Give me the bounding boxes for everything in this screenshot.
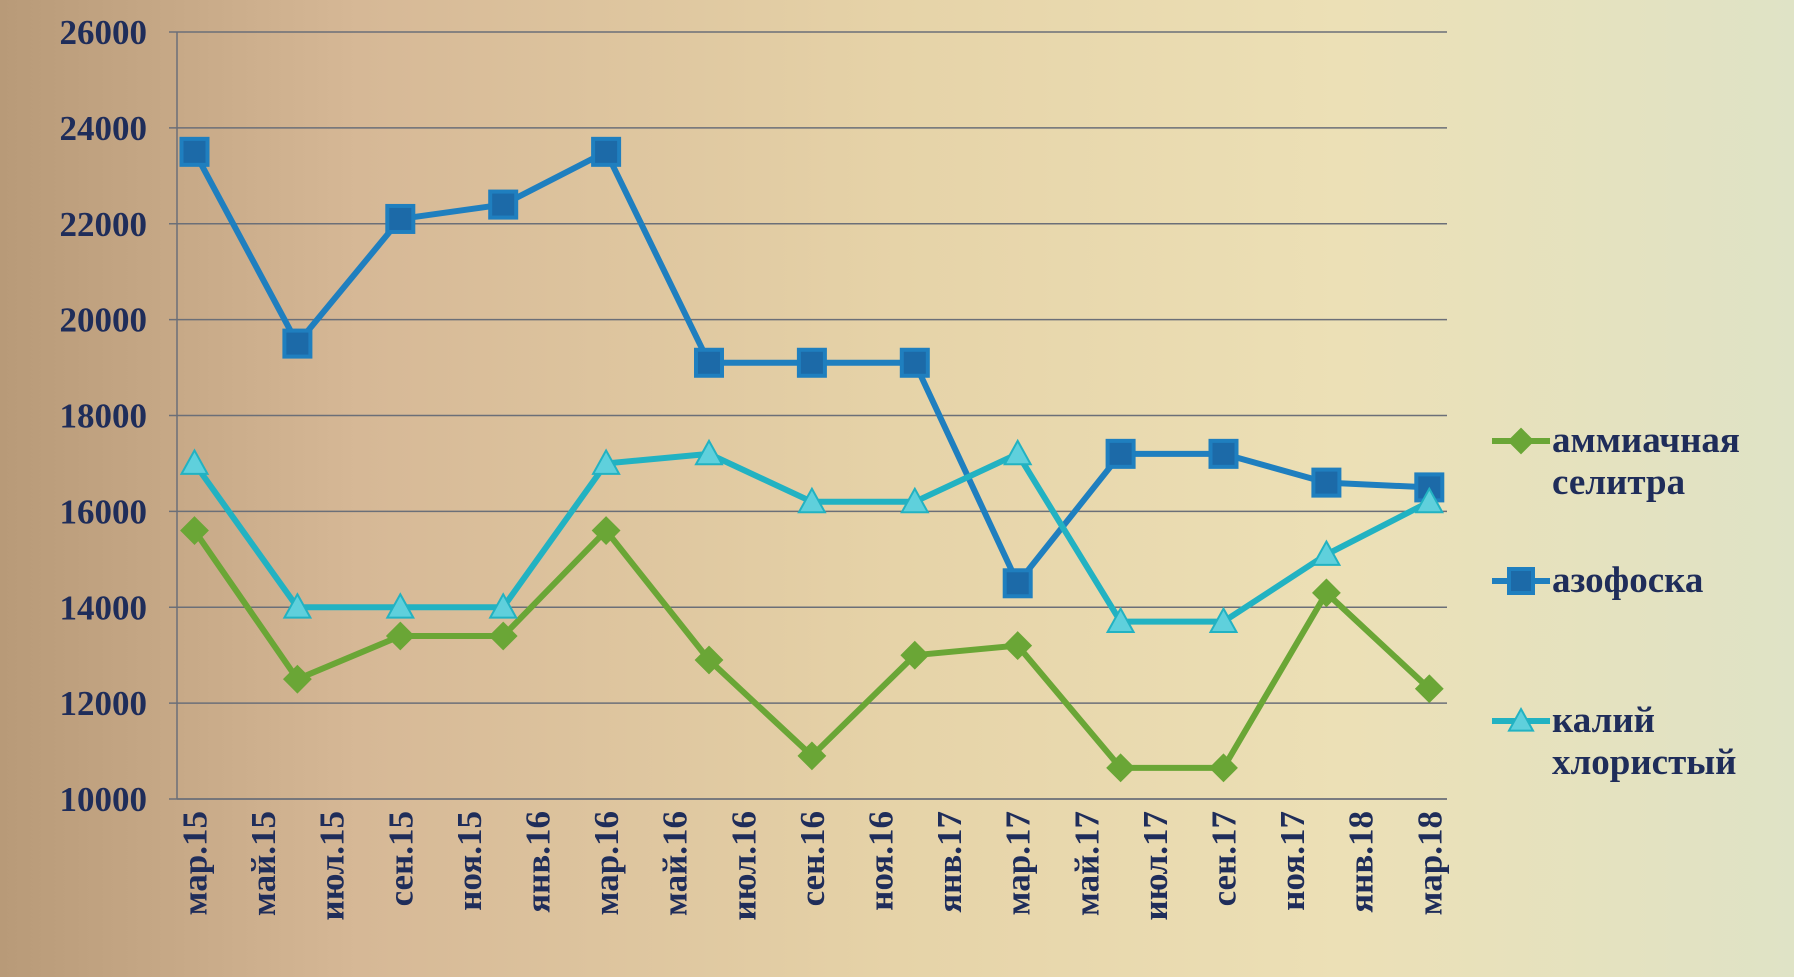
marker [591,516,621,545]
y-tick-label: 14000 [60,588,148,627]
legend-label: калий хлористый [1552,700,1737,783]
legend-icon [1492,706,1550,732]
legend: аммиачная селитра азофоска калий хлористый [1490,420,1790,840]
marker [1002,568,1033,599]
marker [1507,706,1535,732]
x-tick-label: мар.17 [999,811,1038,915]
marker [797,486,827,514]
series-line [192,450,1431,625]
y-tick-label: 18000 [60,397,148,436]
marker [180,516,209,545]
marker [591,448,621,475]
marker [385,621,415,651]
x-tick-label: мар.16 [587,811,626,915]
marker [694,645,724,675]
marker [1507,427,1535,455]
marker [488,592,518,619]
marker [1208,606,1239,634]
marker [899,347,930,378]
y-tick-label: 10000 [60,780,148,819]
y-tick-label: 16000 [60,492,148,531]
marker [694,438,724,466]
marker [1105,438,1136,469]
x-tick-label: июл.17 [1136,811,1175,920]
marker [1507,567,1535,595]
x-tick-label: май.17 [1067,811,1106,916]
legend-item: азофоска [1490,560,1790,700]
legend-label: азофоска [1552,560,1704,601]
marker [900,486,930,514]
y-tick-label: 24000 [60,109,148,148]
marker [797,741,827,771]
x-tick-label: мар.15 [176,811,215,915]
marker [488,621,518,651]
legend-item: калий хлористый [1490,700,1790,840]
x-tick-label: ноя.17 [1273,811,1312,911]
marker [591,136,622,167]
marker [1209,753,1238,783]
x-tick-label: июл.15 [313,811,352,920]
x-tick-label: май.15 [244,811,283,916]
x-tick-label: янв.17 [930,811,969,913]
series-line [192,527,1432,771]
x-tick-label: ноя.15 [450,811,489,911]
x-tick-label: янв.16 [519,811,558,913]
marker [385,203,416,234]
legend-label: аммиачная селитра [1552,420,1740,503]
x-tick-label: май.16 [656,811,695,916]
x-tick-label: янв.18 [1342,811,1381,913]
legend-icon [1492,567,1550,595]
marker [1414,486,1444,514]
marker [1003,631,1033,661]
marker [1003,438,1033,466]
y-tick-label: 20000 [60,301,148,340]
marker [1311,539,1342,566]
marker [179,448,210,475]
x-tick-label: июл.16 [724,811,763,920]
legend-item: аммиачная селитра [1490,420,1790,560]
marker [179,136,210,167]
x-tick-label: сен.16 [793,811,832,906]
x-tick-label: ноя.16 [862,811,901,911]
x-tick-label: сен.15 [381,811,420,906]
marker [488,189,519,220]
x-tick-label: сен.17 [1205,811,1244,906]
marker [796,347,827,378]
legend-icon [1492,427,1550,455]
y-tick-label: 22000 [60,205,148,244]
marker [1208,438,1239,469]
y-tick-label: 26000 [60,13,148,52]
marker [282,592,313,619]
marker [385,592,415,619]
marker [1311,467,1342,498]
marker [1414,674,1444,704]
marker [900,640,930,670]
marker [282,328,313,359]
y-tick-label: 12000 [60,684,148,723]
marker [1106,753,1136,783]
marker [1105,606,1136,634]
marker [694,347,724,378]
marker [1311,578,1341,608]
x-tick-label: мар.18 [1410,811,1449,915]
marker [282,664,312,694]
